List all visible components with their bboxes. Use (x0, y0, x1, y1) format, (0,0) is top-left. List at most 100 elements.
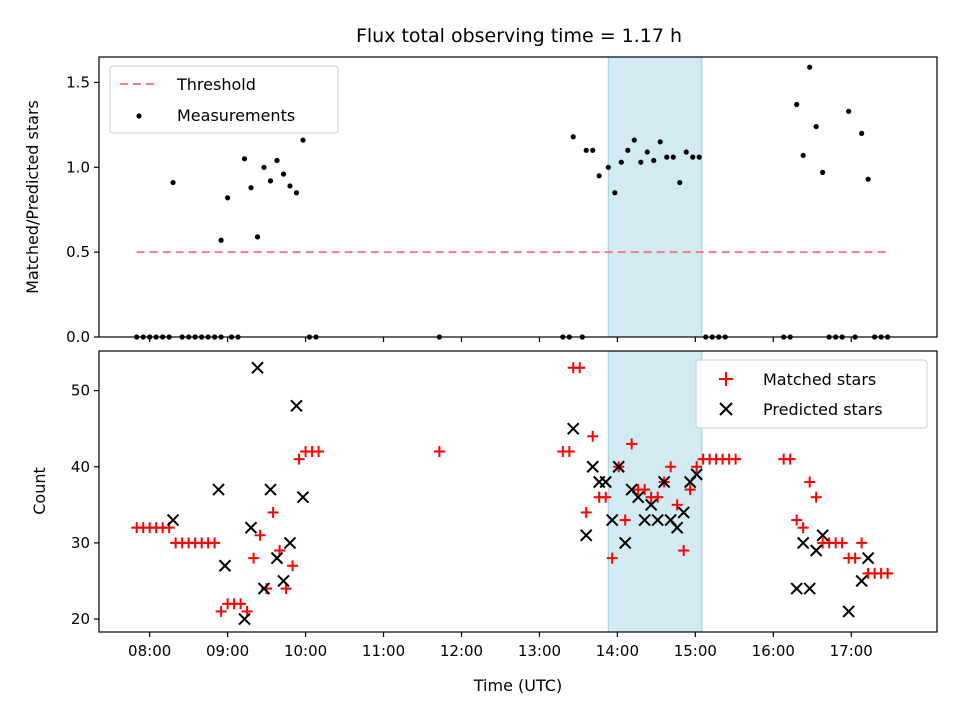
predicted-point (803, 582, 816, 595)
predicted-point (580, 529, 593, 542)
predicted-point (257, 582, 271, 595)
predicted-point (290, 399, 303, 413)
predicted-point (631, 491, 645, 504)
legend-box (695, 359, 928, 429)
predicted-point (670, 521, 684, 534)
flux-ratio-chart: Flux total observing time = 1.17 h 0.00.… (23, 25, 938, 346)
predicted-point (638, 513, 651, 527)
measurement-point (261, 164, 267, 170)
matched-point (293, 453, 305, 465)
highlight-span (607, 350, 703, 633)
predicted-point (809, 544, 823, 557)
matched-points (131, 362, 894, 617)
matched-point (626, 438, 638, 450)
measurement-point (677, 179, 683, 186)
matched-point (639, 484, 651, 496)
predicted-point (842, 605, 855, 618)
measurement-point (274, 157, 280, 164)
matched-point (671, 499, 683, 511)
legend: Threshold Measurements (109, 65, 339, 134)
y-tick-label: 20 (71, 610, 90, 628)
predicted-point (283, 536, 297, 550)
predicted-point (690, 468, 703, 481)
measurement-point (820, 169, 826, 175)
matched-point (209, 537, 221, 549)
predicted-point (855, 574, 868, 588)
highlight-span (607, 56, 703, 338)
matched-point (606, 552, 618, 564)
matched-point (254, 529, 266, 541)
predicted-point (238, 612, 251, 626)
matched-point (287, 560, 299, 572)
measurement-point (813, 123, 819, 130)
measurement-point (287, 183, 293, 189)
legend-matched-swatch (719, 372, 733, 386)
matched-point (574, 362, 586, 374)
measurement-point (170, 179, 176, 186)
x-axis-label: Time (UTC) (473, 676, 562, 695)
measurement-point (859, 130, 865, 136)
measurement-point (683, 149, 689, 155)
y-tick-label: 1.0 (66, 158, 90, 176)
matched-point (215, 605, 227, 617)
matched-point (849, 552, 861, 564)
measurement-point (612, 190, 618, 196)
matched-point (248, 552, 260, 564)
legend-predicted-swatch (719, 402, 733, 416)
measurement-point (651, 157, 657, 164)
matched-point (313, 446, 325, 458)
matched-point (587, 430, 599, 442)
plot-frame (98, 56, 938, 338)
measurement-point (807, 64, 813, 70)
legend-measurement-swatch (136, 113, 142, 119)
measurement-point (267, 178, 274, 184)
measurement-point (618, 159, 624, 165)
matched-point (600, 491, 612, 503)
x-tick-label: 14:00 (596, 642, 639, 660)
matched-point (882, 567, 894, 579)
predicted-point (270, 551, 284, 565)
x-tick-label: 08:00 (128, 642, 171, 660)
measurement-point (596, 173, 602, 179)
matched-point (665, 461, 677, 473)
measurement-point (690, 154, 696, 160)
matched-point (804, 476, 816, 488)
predicted-point (651, 513, 664, 527)
x-tick-label: 09:00 (206, 642, 249, 660)
predicted-point (296, 491, 310, 504)
measurement-point (865, 176, 871, 182)
matched-point (563, 446, 575, 458)
measurement-point (800, 152, 806, 159)
y-tick-label: 30 (71, 534, 90, 552)
matched-point (791, 514, 803, 526)
measurement-point (300, 137, 306, 143)
measurement-point (583, 147, 589, 153)
legend-measurement-label: Measurements (177, 106, 295, 125)
predicted-point (657, 475, 671, 489)
x-tick-label: 15:00 (674, 642, 717, 660)
y-axis-ticks: 0.0 0.5 1.0 1.5 (66, 73, 99, 346)
x-tick-label: 10:00 (284, 642, 327, 660)
predicted-points (166, 361, 875, 626)
matched-point (235, 598, 247, 610)
plot-frame (98, 350, 938, 633)
matched-point (797, 522, 809, 534)
measurement-point (293, 190, 300, 196)
measurement-point (218, 237, 224, 243)
measurement-point (657, 139, 663, 145)
predicted-point (264, 483, 277, 496)
y-tick-label: 1.5 (66, 73, 90, 91)
matched-point (580, 506, 592, 518)
matched-point (684, 484, 696, 496)
matched-point (678, 545, 690, 557)
y-axis-ticks: 20 30 40 50 (71, 382, 99, 628)
x-axis-ticks (149, 337, 852, 342)
y-axis-label: Count (30, 467, 49, 515)
predicted-point (677, 506, 690, 519)
matched-point (836, 537, 848, 549)
legend-box (109, 65, 339, 134)
y-axis-label: Matched/Predicted stars (23, 100, 42, 294)
measurement-point (846, 108, 852, 114)
predicted-point (790, 582, 803, 595)
